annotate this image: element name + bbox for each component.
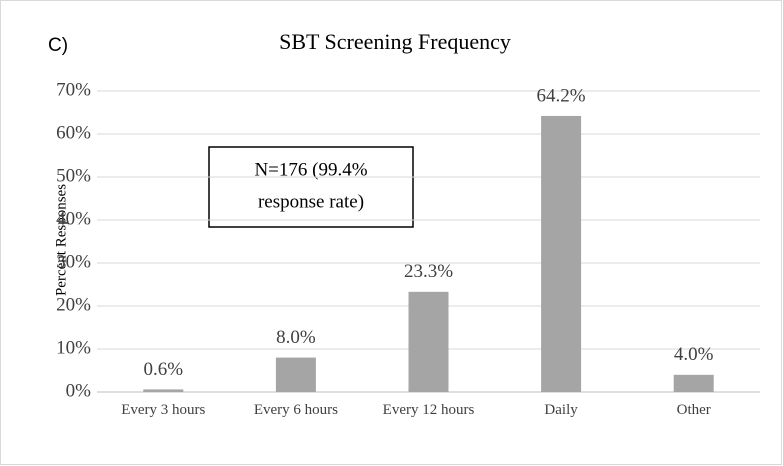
data-label: 0.6% xyxy=(144,359,184,380)
bar xyxy=(408,291,449,392)
y-tick-label: 30% xyxy=(56,251,91,272)
x-tick-label: Every 12 hours xyxy=(382,402,475,418)
chart-title: SBT Screening Frequency xyxy=(279,29,511,54)
panel-label: C) xyxy=(48,35,68,56)
annotation-line: response rate) xyxy=(258,191,364,212)
y-tick-label: 10% xyxy=(56,337,91,358)
y-tick-label: 0% xyxy=(66,380,92,401)
y-axis-label: Percent Responses xyxy=(53,184,69,296)
x-tick-label: Every 6 hours xyxy=(253,402,338,418)
y-tick-label: 20% xyxy=(56,294,91,315)
x-tick-label: Daily xyxy=(544,402,578,418)
data-label: 23.3% xyxy=(404,261,453,282)
y-tick-label: 60% xyxy=(56,122,91,143)
data-label: 64.2% xyxy=(537,85,586,106)
y-tick-label: 50% xyxy=(56,165,91,186)
bar xyxy=(143,389,184,392)
bar xyxy=(541,115,582,392)
bar xyxy=(275,357,316,392)
annotation-line: N=176 (99.4% xyxy=(254,159,367,180)
y-tick-label: 70% xyxy=(56,79,91,100)
bar xyxy=(673,374,714,392)
x-tick-label: Every 3 hours xyxy=(121,402,206,418)
data-label: 8.0% xyxy=(276,327,316,348)
y-tick-label: 40% xyxy=(56,208,91,229)
data-label: 4.0% xyxy=(674,344,714,365)
x-tick-label: Other xyxy=(676,402,711,418)
annotation-box xyxy=(208,146,414,228)
